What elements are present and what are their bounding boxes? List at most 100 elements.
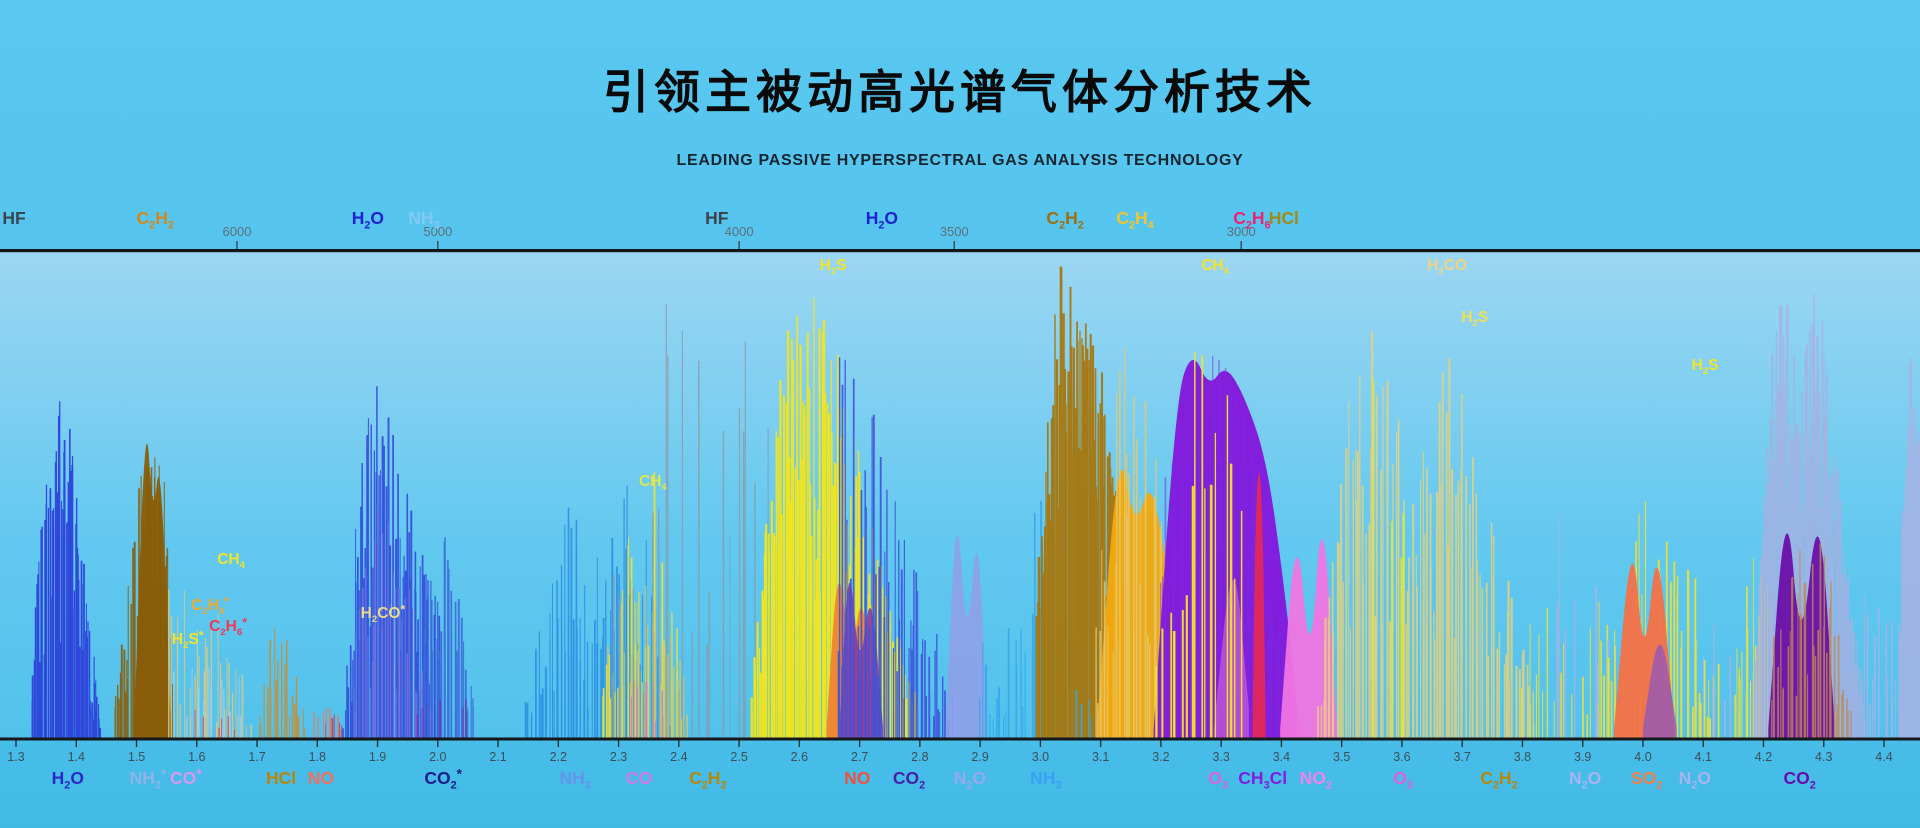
bottom-axis-tick-label: 4.4 bbox=[1875, 750, 1892, 764]
gas-label: H2S bbox=[1692, 357, 1719, 377]
bottom-axis-tick-label: 1.5 bbox=[128, 750, 145, 764]
gas-label: CH4 bbox=[639, 473, 667, 493]
bottom-axis-tick-label: 2.2 bbox=[550, 750, 567, 764]
top-axis-line bbox=[0, 249, 1920, 253]
gas-label: O3 bbox=[1393, 768, 1413, 792]
gas-label: HF bbox=[2, 208, 26, 228]
inline-gas-labels: H2S CH4 H2CO H2S H2S CH4 CH4 C2H4*C2H6*H2S* H2CO… bbox=[172, 257, 1719, 651]
band bbox=[1372, 377, 1405, 738]
band-c2h6* bbox=[194, 710, 235, 738]
band-nh3 bbox=[524, 507, 589, 738]
page-subtitle: LEADING PASSIVE HYPERSPECTRAL GAS ANALYS… bbox=[676, 152, 1244, 169]
gas-label: C2H4* bbox=[191, 594, 229, 617]
bottom-axis-line bbox=[0, 737, 1920, 741]
band-no2 bbox=[1280, 539, 1337, 738]
gas-label: N2O bbox=[1679, 768, 1711, 792]
gas-label: N2O bbox=[1569, 768, 1601, 792]
bottom-axis-tick-label: 3.7 bbox=[1453, 750, 1470, 764]
bottom-axis-tick-label: 3.5 bbox=[1333, 750, 1350, 764]
bottom-axis-tick-label: 3.8 bbox=[1514, 750, 1531, 764]
top-axis-tick-label: 3500 bbox=[940, 224, 969, 239]
band bbox=[1863, 595, 1904, 738]
band bbox=[416, 699, 467, 738]
axes: 6000 5000 4000 3500 3000 1.3 1.4 1.5 1.6 1.7 1.8 1.… bbox=[0, 224, 1920, 764]
band-h2co bbox=[1317, 331, 1535, 738]
gas-label: CO bbox=[626, 768, 652, 788]
top-axis-tick-label: 6000 bbox=[223, 224, 252, 239]
bottom-axis-tick-label: 2.9 bbox=[971, 750, 988, 764]
gas-label: H2O bbox=[352, 208, 384, 232]
band bbox=[172, 667, 242, 738]
bottom-axis-tick-label: 3.1 bbox=[1092, 750, 1109, 764]
bottom-axis-tick-label: 1.3 bbox=[7, 750, 24, 764]
bottom-axis-tick-label: 3.3 bbox=[1212, 750, 1229, 764]
top-axis-tick-label: 4000 bbox=[725, 224, 754, 239]
gas-label: NO bbox=[308, 768, 334, 788]
band-nh3* bbox=[134, 443, 171, 738]
bottom-axis-tick-label: 3.4 bbox=[1273, 750, 1290, 764]
gas-label: C2H4 bbox=[1116, 208, 1153, 232]
bottom-axis-tick-label: 2.4 bbox=[670, 750, 687, 764]
bottom-axis-tick-label: 2.1 bbox=[489, 750, 506, 764]
gas-label: H2S bbox=[820, 257, 847, 277]
bottom-axis-tick-label: 2.8 bbox=[911, 750, 928, 764]
band-h2o bbox=[837, 357, 954, 738]
band bbox=[1252, 473, 1266, 738]
bottom-axis-tick-label: 2.7 bbox=[851, 750, 868, 764]
band bbox=[1643, 644, 1677, 738]
page-title: 引领主被动高光谱气体分析技术 bbox=[603, 66, 1317, 118]
bottom-axis-tick-label: 2.5 bbox=[730, 750, 747, 764]
gas-label: CH4 bbox=[1201, 257, 1229, 277]
band bbox=[1771, 543, 1852, 738]
band bbox=[325, 714, 343, 738]
gas-label: C2H2 bbox=[1046, 208, 1083, 232]
gas-label: CO2 bbox=[1783, 768, 1815, 792]
bottom-axis-tick-label: 3.0 bbox=[1032, 750, 1049, 764]
gas-label: NH3 bbox=[1030, 768, 1061, 792]
gas-label: H2CO bbox=[1427, 257, 1467, 277]
band-h2o bbox=[31, 401, 102, 738]
gas-label: NO bbox=[844, 768, 870, 788]
band bbox=[354, 505, 433, 738]
bottom-axis-tick-label: 3.9 bbox=[1574, 750, 1591, 764]
gas-label: C2H2 bbox=[137, 208, 174, 232]
gas-label: H2O bbox=[866, 208, 898, 232]
bottom-axis-tick-label: 1.4 bbox=[68, 750, 85, 764]
gas-label: H2CO* bbox=[361, 602, 406, 625]
gas-label: N2O bbox=[954, 768, 986, 792]
gas-label: C2H2 bbox=[689, 768, 726, 792]
gas-label: H2S bbox=[1461, 309, 1488, 329]
gas-label: HF bbox=[705, 208, 729, 228]
bottom-axis-tick-label: 4.1 bbox=[1695, 750, 1712, 764]
gas-label: HCl bbox=[266, 768, 296, 788]
top-axis-tick-label: 3000 bbox=[1227, 224, 1256, 239]
gas-label: C2H2 bbox=[1480, 768, 1517, 792]
band-n2o bbox=[945, 535, 988, 738]
gas-label: C2H6 bbox=[1233, 208, 1270, 232]
bottom-axis-tick-label: 2.3 bbox=[610, 750, 627, 764]
bottom-axis-tick-label: 4.2 bbox=[1755, 750, 1772, 764]
band-ch4 bbox=[1155, 352, 1243, 738]
bottom-axis-tick-label: 2.6 bbox=[791, 750, 808, 764]
bottom-axis-tick-label: 3.6 bbox=[1393, 750, 1410, 764]
gas-label: CH4 bbox=[217, 551, 245, 571]
bottom-axis-tick-label: 4.0 bbox=[1634, 750, 1651, 764]
bottom-axis-tick-label: 1.9 bbox=[369, 750, 386, 764]
bottom-gas-labels: H2O NH3* CO* HCl NO CO2* NH3 CO C2H2 NO CO2 N2O NH3 O… bbox=[52, 766, 1816, 792]
bottom-axis-tick-label: 1.6 bbox=[188, 750, 205, 764]
bottom-axis-tick-label: 2.0 bbox=[429, 750, 446, 764]
gas-label: H2O bbox=[52, 768, 84, 792]
gas-label: CH3Cl bbox=[1238, 768, 1287, 792]
bottom-axis-tick-label: 3.2 bbox=[1152, 750, 1169, 764]
gas-label: HCl bbox=[1269, 208, 1299, 228]
band bbox=[1898, 357, 1920, 738]
band-co2* bbox=[420, 537, 474, 738]
band-hcl bbox=[259, 628, 306, 738]
gas-label: O3 bbox=[1208, 768, 1228, 792]
gas-label: C2H6* bbox=[209, 615, 247, 638]
gas-label: NH3* bbox=[130, 766, 167, 792]
gas-label: NH3 bbox=[408, 208, 439, 232]
